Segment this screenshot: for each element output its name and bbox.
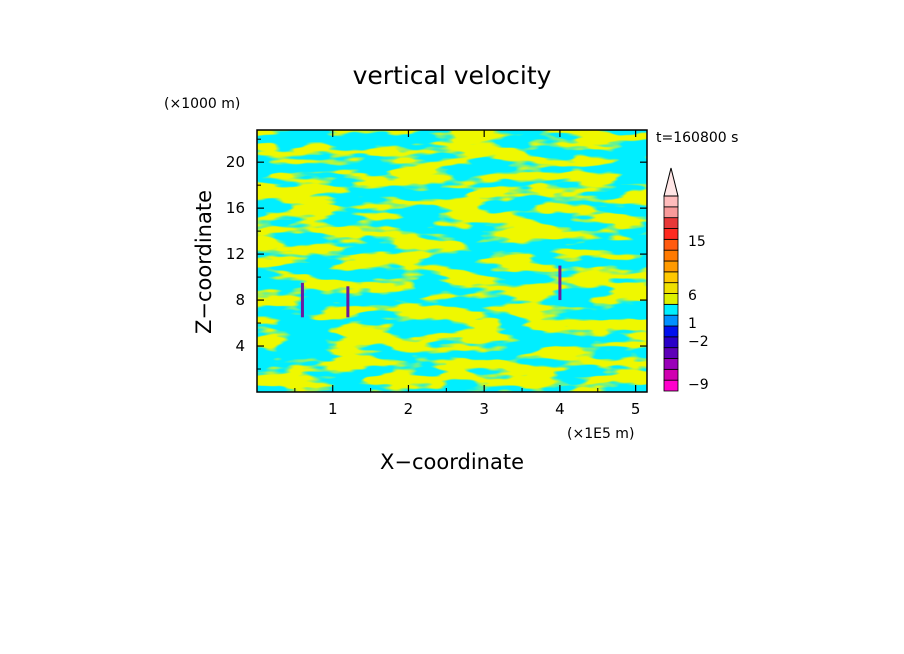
- colorbar-bin-14: [663, 228, 679, 240]
- chart-title: vertical velocity: [353, 61, 552, 90]
- colorbar-bin-13: [663, 238, 679, 251]
- x-axis: 1 2 3 4 5: [294, 130, 641, 418]
- colorbar-bin-8: [663, 293, 679, 305]
- plot-frame: [256, 129, 648, 393]
- colorbar-bin-15: [663, 217, 679, 229]
- x-tick-label-2: 3: [479, 400, 489, 418]
- colorbar-bin-4: [663, 336, 679, 349]
- y-axis-label: Z−coordinate: [192, 190, 216, 334]
- colorbar-bin-12: [663, 249, 679, 262]
- colorbar-bin-3: [663, 347, 679, 359]
- colorbar-bin-7: [663, 303, 679, 316]
- colorbar-bin-5: [663, 325, 679, 338]
- x-unit-label: (×1E5 m): [567, 426, 634, 442]
- colorbar-label-0: 15: [688, 234, 706, 250]
- colorbar-bin-9: [663, 282, 679, 294]
- colorbar-bin-0: [663, 379, 679, 392]
- colorbar-bin-11: [663, 260, 679, 273]
- y-tick-label-4: 20: [226, 153, 245, 171]
- y-unit-label: (×1000 m): [164, 96, 240, 112]
- y-tick-label-2: 12: [226, 245, 245, 263]
- colorbar-bin-6: [663, 314, 679, 327]
- y-tick-label-0: 4: [235, 337, 245, 355]
- x-tick-label-0: 1: [328, 400, 338, 418]
- field-positive-region: [257, 130, 647, 392]
- colorbar-bin-2: [663, 358, 679, 370]
- colorbar-bin-10: [663, 271, 679, 284]
- y-tick-label-3: 16: [226, 199, 245, 217]
- x-tick-label-1: 2: [404, 400, 414, 418]
- colorbar-bin-1: [663, 368, 679, 381]
- colorbar-label-4: −9: [688, 377, 709, 393]
- updraft-cores: [300, 265, 562, 318]
- x-tick-label-4: 5: [631, 400, 641, 418]
- updraft-core-1: [346, 286, 350, 318]
- y-tick-label-1: 8: [235, 291, 245, 309]
- x-axis-label: X−coordinate: [380, 450, 524, 474]
- colorbar-bin-17: [663, 195, 679, 208]
- x-tick-label-3: 4: [555, 400, 565, 418]
- time-label: t=160800 s: [656, 130, 738, 146]
- colorbar-extend-arrow: [663, 167, 679, 197]
- colorbar-label-2: 1: [688, 316, 697, 332]
- colorbar-bin-16: [663, 206, 679, 219]
- colorbar-label-1: 6: [688, 288, 697, 304]
- updraft-core-2: [558, 265, 562, 301]
- updraft-core-0: [300, 282, 304, 318]
- plot-area: [257, 130, 647, 392]
- y-axis: 4 8 12 16 20: [226, 138, 647, 370]
- colorbar: 15 6 1 −2 −9: [663, 167, 709, 393]
- colorbar-label-3: −2: [688, 334, 709, 350]
